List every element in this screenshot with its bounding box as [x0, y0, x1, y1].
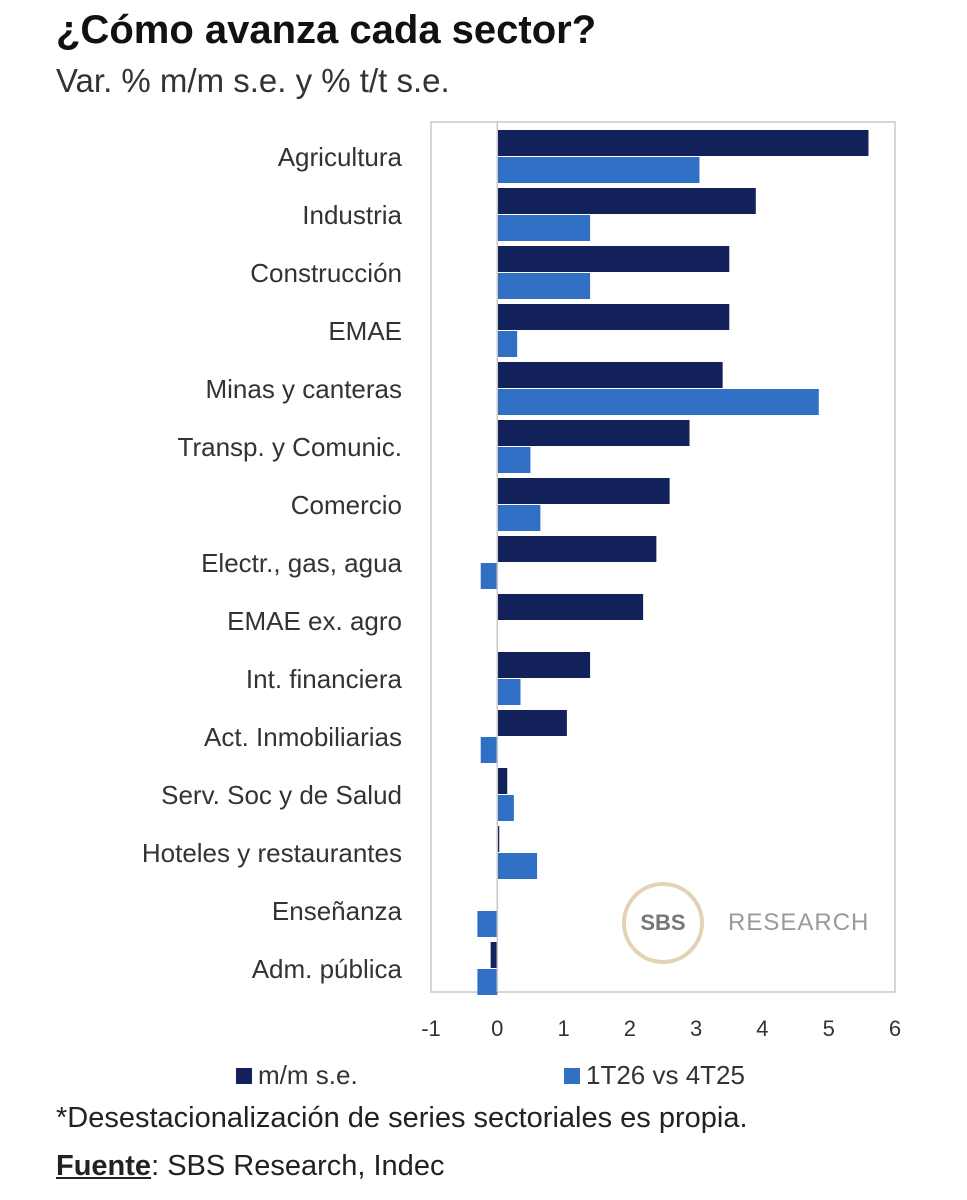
bar-mm-1 [497, 188, 756, 214]
bar-mm-9 [497, 652, 591, 678]
bar-tt-2 [497, 273, 591, 299]
category-label-3: EMAE [328, 316, 402, 346]
x-tick-label-1: 0 [491, 1016, 503, 1041]
bar-tt-11 [497, 795, 514, 821]
category-label-6: Comercio [291, 490, 402, 520]
category-label-11: Serv. Soc y de Salud [161, 780, 402, 810]
bars-group [477, 130, 869, 995]
bar-mm-11 [497, 768, 508, 794]
legend-label-mm: m/m s.e. [258, 1060, 358, 1090]
research-wordmark: RESEARCH [728, 909, 870, 936]
x-tick-label-4: 3 [690, 1016, 702, 1041]
bar-mm-14 [490, 942, 498, 968]
category-label-4: Minas y canteras [205, 374, 402, 404]
bar-tt-14 [477, 969, 498, 995]
bar-mm-8 [497, 594, 644, 620]
category-label-8: EMAE ex. agro [227, 606, 402, 636]
bar-tt-7 [480, 563, 498, 589]
source-line: Fuente: SBS Research, Indec [56, 1150, 444, 1183]
x-tick-label-6: 5 [823, 1016, 835, 1041]
bar-mm-4 [497, 362, 723, 388]
bar-tt-1 [497, 215, 591, 241]
legend-label-tt: 1T26 vs 4T25 [586, 1060, 745, 1090]
legend-swatch-mm [236, 1067, 252, 1084]
x-tick-label-2: 1 [557, 1016, 569, 1041]
bar-tt-9 [497, 679, 521, 705]
bar-mm-12 [497, 826, 500, 852]
legend-swatch-tt [564, 1067, 580, 1084]
category-label-0: Agricultura [278, 142, 403, 172]
x-tick-labels: -1 0 1 2 3 4 5 6 [421, 1016, 901, 1041]
category-label-2: Construcción [250, 258, 402, 288]
category-label-5: Transp. y Comunic. [178, 432, 402, 462]
legend-item-mm: m/m s.e. [236, 1060, 358, 1091]
bar-mm-6 [497, 478, 670, 504]
source-key: Fuente [56, 1150, 152, 1182]
category-label-12: Hoteles y restaurantes [142, 838, 402, 868]
category-label-10: Act. Inmobiliarias [204, 722, 402, 752]
bar-tt-12 [497, 853, 538, 879]
category-labels: Agricultura Industria Construcción EMAE Mina… [142, 142, 403, 984]
bar-mm-0 [497, 130, 869, 156]
x-tick-label-7: 6 [889, 1016, 901, 1041]
bar-mm-3 [497, 304, 730, 330]
plot-area-frame [430, 121, 896, 993]
bar-tt-4 [497, 389, 819, 415]
bar-tt-5 [497, 447, 531, 473]
bar-tt-13 [477, 911, 498, 937]
x-tick-label-5: 4 [756, 1016, 768, 1041]
bar-tt-0 [497, 157, 700, 183]
legend-item-tt: 1T26 vs 4T25 [564, 1060, 745, 1091]
source-sep: : [151, 1150, 168, 1182]
bar-tt-6 [497, 505, 541, 531]
category-label-9: Int. financiera [246, 664, 403, 694]
category-label-1: Industria [302, 200, 402, 230]
source-value: SBS Research, Indec [167, 1150, 445, 1182]
x-tick-label-3: 2 [624, 1016, 636, 1041]
category-label-14: Adm. pública [252, 954, 403, 984]
bar-mm-10 [497, 710, 567, 736]
chart-title: ¿Cómo avanza cada sector? [56, 8, 597, 52]
bar-tt-10 [480, 737, 498, 763]
bar-mm-7 [497, 536, 657, 562]
bar-mm-2 [497, 246, 730, 272]
bar-chart: Agricultura Industria Construcción EMAE Mina… [142, 121, 901, 1041]
sbs-seal-logo: SBS [622, 882, 704, 964]
x-tick-label-0: -1 [421, 1016, 441, 1041]
category-label-7: Electr., gas, agua [201, 548, 402, 578]
category-label-13: Enseñanza [272, 896, 403, 926]
sbs-research-watermark: SBS RESEARCH [622, 882, 869, 964]
bar-tt-3 [497, 331, 518, 357]
bar-mm-5 [497, 420, 690, 446]
footnote: *Desestacionalización de series sectoria… [56, 1102, 748, 1134]
chart-subtitle: Var. % m/m s.e. y % t/t s.e. [56, 62, 450, 99]
